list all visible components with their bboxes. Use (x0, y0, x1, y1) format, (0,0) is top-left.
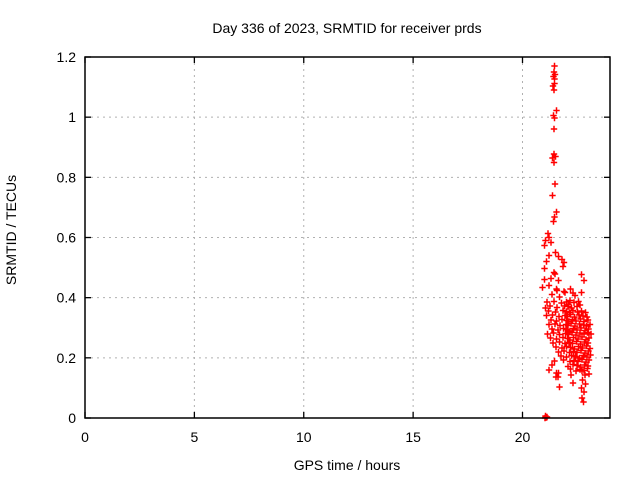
y-tick-label: 1 (68, 109, 76, 125)
x-tick-label: 15 (405, 429, 421, 445)
y-tick-label: 0 (68, 410, 76, 426)
x-tick-label: 0 (81, 429, 89, 445)
plot-frame (84, 56, 611, 419)
scatter-points (539, 62, 595, 422)
y-tick-label: 0.4 (57, 290, 77, 306)
y-tick-label: 0.2 (57, 350, 77, 366)
series-SRMTID (539, 62, 595, 422)
y-axis-label: SRMTID / TECUs (3, 175, 19, 285)
y-tick-label: 0.6 (57, 230, 77, 246)
x-axis-label: GPS time / hours (294, 457, 401, 473)
x-tick-label: 20 (515, 429, 531, 445)
chart-title: Day 336 of 2023, SRMTID for receiver prd… (212, 20, 481, 36)
x-tick-label: 5 (190, 429, 198, 445)
y-tick-label: 0.8 (57, 169, 77, 185)
tick-labels: 0 5 10 15 20 0 0.2 0.4 0.6 0.8 1 1.2 (57, 49, 531, 445)
grid-lines (85, 57, 610, 418)
y-tick-label: 1.2 (57, 49, 77, 65)
x-tick-label: 10 (296, 429, 312, 445)
